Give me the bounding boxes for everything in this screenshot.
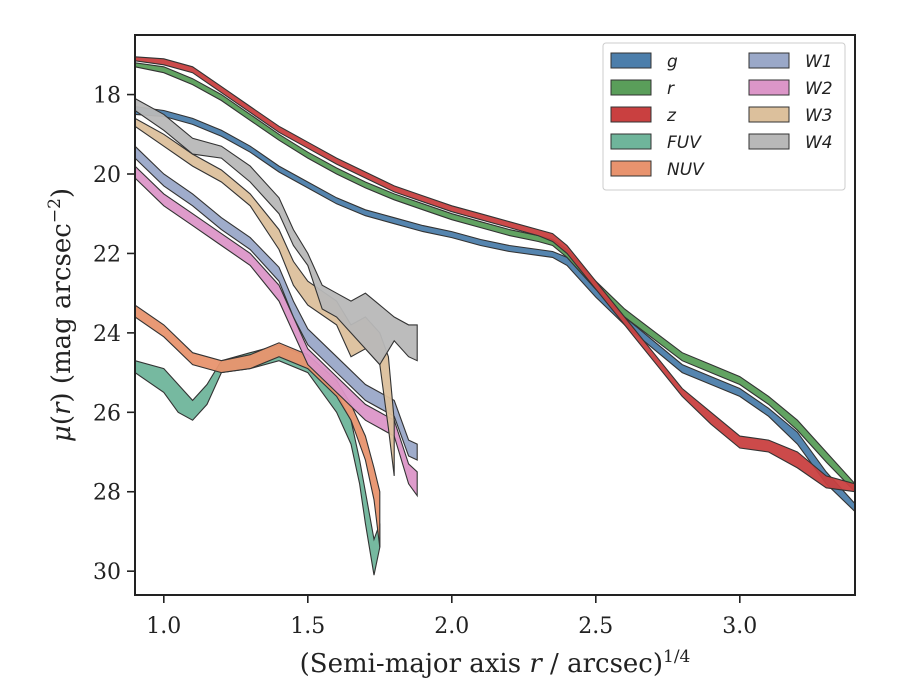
y-tick-label: 18 [93, 84, 121, 109]
x-tick-label: 1.0 [146, 614, 181, 639]
legend-label-z: z [666, 106, 677, 126]
plot-frame [134, 34, 856, 596]
y-axis: 18 20 22 24 26 28 30 [93, 84, 135, 585]
legend-label-g: g [667, 52, 678, 72]
legend-label-w4: W4 [805, 133, 833, 153]
legend-swatch-w1 [748, 52, 790, 69]
band-z [135, 56, 855, 493]
legend-swatch-g [610, 52, 652, 69]
x-tick-label: 2.5 [578, 614, 613, 639]
x-tick-label: 1.5 [290, 614, 325, 639]
legend-label-w3: W3 [805, 106, 833, 126]
y-tick-label: 22 [93, 242, 121, 267]
y-axis-label: μ(r) (mag arcsec−2) [45, 188, 77, 442]
series-bands [135, 56, 855, 576]
band-r [135, 62, 855, 493]
legend-swatch-w4 [748, 133, 790, 150]
band-w3 [135, 117, 395, 476]
y-tick-label: 28 [93, 481, 121, 506]
legend-label-w2: W2 [805, 79, 833, 99]
legend-swatch-nuv [610, 160, 652, 177]
y-tick-label: 24 [93, 322, 121, 347]
x-tick-label: 2.0 [434, 614, 469, 639]
y-tick-label: 30 [93, 560, 121, 585]
legend-label-nuv: NUV [667, 160, 705, 180]
legend-swatch-w3 [748, 106, 790, 123]
legend-swatch-fuv [610, 133, 652, 150]
y-tick-label: 20 [93, 163, 121, 188]
y-tick-label: 26 [93, 401, 121, 426]
legend-label-fuv: FUV [667, 133, 702, 153]
band-w2 [135, 165, 418, 498]
x-axis: 1.0 1.5 2.0 2.5 3.0 [146, 595, 757, 639]
legend-swatch-w2 [748, 79, 790, 96]
legend-label-r: r [667, 79, 675, 99]
x-tick-label: 3.0 [722, 614, 757, 639]
band-g [135, 105, 855, 513]
band-w1 [135, 145, 418, 461]
legend-label-w1: W1 [805, 52, 833, 72]
band-w4 [135, 97, 418, 366]
legend-swatch-z [610, 106, 652, 123]
legend: grz FUV NUV W1 W2 W3 W4 [602, 42, 846, 191]
x-axis-label: (Semi-major axis r / arcsec)1/4 [300, 647, 691, 679]
legend-swatch-r [610, 79, 652, 96]
